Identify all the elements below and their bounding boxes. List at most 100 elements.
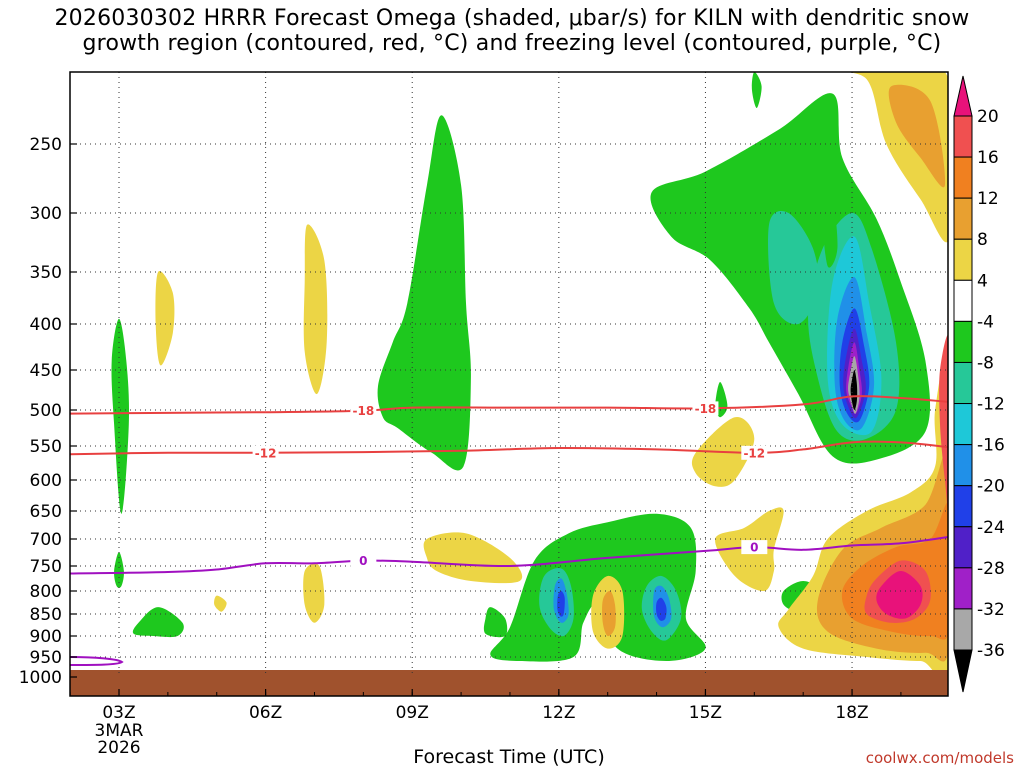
colorbar-label--28: -28 [977, 559, 1005, 579]
shade-green-small [822, 197, 838, 268]
colorbar-box-9 [953, 485, 973, 528]
contour-label-dgz-minus18: -18 [695, 402, 717, 416]
contour-label-bg [741, 445, 768, 460]
shade-rise-o-6 [602, 590, 616, 637]
colorbar-box-8 [953, 444, 973, 487]
ytick-label-450: 450 [30, 361, 62, 381]
shade-cyan-1 [768, 210, 819, 325]
contour-label-bg [741, 540, 768, 555]
contour-label-bg [350, 553, 377, 568]
omega-shading [111, 72, 948, 681]
contour-label-freezing-level: 0 [359, 554, 367, 568]
colorbar-label--8: -8 [977, 353, 994, 373]
shade-rise-m-10 [876, 571, 923, 619]
colorbar-box-3 [953, 238, 973, 281]
colorbar-bottom-arrow [953, 649, 973, 693]
shade-sink-a [111, 318, 130, 514]
ytick-label-350: 350 [30, 263, 62, 283]
colorbar-label--32: -32 [977, 600, 1005, 620]
shade-sink-b [114, 552, 124, 588]
ytick-label-950: 950 [30, 648, 62, 668]
contour-label-bg [692, 401, 719, 416]
ground-surface [70, 670, 948, 696]
ytick-label-1000: 1000 [19, 668, 62, 688]
shade-rise-y-4 [214, 595, 227, 612]
colorbar-label--4: -4 [977, 312, 994, 332]
freezing-level-loop [70, 656, 124, 666]
colorbar-box-1 [953, 156, 973, 199]
shade-rise-o-right [939, 334, 948, 513]
colorbar-label--16: -16 [977, 436, 1005, 456]
colorbar-box-6 [953, 361, 973, 405]
shade-sink-e [483, 607, 508, 638]
colorbar-box-2 [953, 197, 973, 240]
colorbar-label--24: -24 [977, 518, 1005, 538]
colorbar: 20 16 12 8 4 -4 -8 -12 -16 -20 -24 -28 -32 -36 [953, 75, 1005, 693]
colorbar-label-8: 8 [977, 230, 988, 250]
x-date-line-1: 2026 [97, 738, 140, 758]
colorbar-top-arrow [953, 75, 973, 117]
colorbar-label-16: 16 [977, 148, 999, 168]
shade-rise-y-2 [303, 224, 328, 395]
colorbar-box-11 [953, 567, 973, 610]
contour-dgz-minus12 [70, 440, 948, 456]
colorbar-box-4 [953, 279, 973, 322]
credit-text: coolwx.com/models [866, 749, 1014, 767]
axes: 2503003504004505005506006507007508008509… [19, 135, 902, 758]
ytick-label-650: 650 [30, 502, 62, 522]
ytick-label-500: 500 [30, 401, 62, 421]
shade-rise-y-1 [155, 270, 175, 366]
contour-label-bg [350, 403, 377, 418]
contour-freezing-level [70, 536, 948, 575]
xtick-label-06Z: 06Z [249, 703, 282, 723]
contours: -18 -18 -12 -12 0 0 [70, 395, 948, 666]
ytick-label-900: 900 [30, 627, 62, 647]
x-date-line-0: 3MAR [95, 721, 144, 741]
plot-frame [69, 71, 949, 697]
ytick-label-550: 550 [30, 437, 62, 457]
contour-label-freezing-level: 0 [750, 541, 758, 555]
colorbar-label-12: 12 [977, 189, 999, 209]
shade-sink-c [132, 607, 184, 638]
shade-rise-o-9 [888, 84, 946, 188]
colorbar-box-0 [953, 115, 973, 158]
chart-title-line1: 2026030302 HRRR Forecast Omega (shaded, … [54, 6, 970, 31]
ytick-label-600: 600 [30, 471, 62, 491]
grid [70, 72, 948, 677]
ytick-label-800: 800 [30, 582, 62, 602]
xtick-label-15Z: 15Z [689, 703, 722, 723]
ytick-label-750: 750 [30, 557, 62, 577]
colorbar-box-12 [953, 608, 973, 651]
shade-rise-y-5 [423, 532, 523, 584]
colorbar-label-4: 4 [977, 271, 988, 291]
colorbar-box-7 [953, 403, 973, 446]
chart-title-line2: growth region (contoured, red, °C) and f… [82, 31, 942, 56]
contour-label-dgz-minus18: -18 [353, 404, 375, 418]
ytick-label-850: 850 [30, 605, 62, 625]
xtick-label-09Z: 09Z [396, 703, 429, 723]
colorbar-label--36: -36 [977, 641, 1005, 661]
colorbar-label-20: 20 [977, 107, 999, 127]
shade-rise-y-3 [303, 563, 325, 623]
contour-label-dgz-minus12: -12 [743, 446, 765, 460]
chart-title: 2026030302 HRRR Forecast Omega (shaded, … [0, 6, 1024, 56]
xtick-label-03Z: 03Z [102, 703, 135, 723]
shade-black-core [850, 369, 858, 411]
contour-dgz-minus18 [70, 395, 948, 415]
xtick-label-18Z: 18Z [835, 703, 868, 723]
shade-dark-blue-14z [656, 597, 667, 621]
contour-label-dgz-minus12: -12 [255, 446, 277, 460]
ytick-label-400: 400 [30, 315, 62, 335]
ytick-label-700: 700 [30, 530, 62, 550]
ytick-label-300: 300 [30, 204, 62, 224]
ytick-label-250: 250 [30, 135, 62, 155]
shade-sink-d [377, 115, 471, 471]
colorbar-label--12: -12 [977, 395, 1005, 415]
colorbar-box-5 [953, 320, 973, 363]
contour-label-bg [252, 445, 279, 460]
x-axis-title: Forecast Time (UTC) [413, 746, 604, 768]
colorbar-box-10 [953, 526, 973, 569]
shade-green-top [751, 72, 762, 109]
xtick-label-12Z: 12Z [542, 703, 575, 723]
